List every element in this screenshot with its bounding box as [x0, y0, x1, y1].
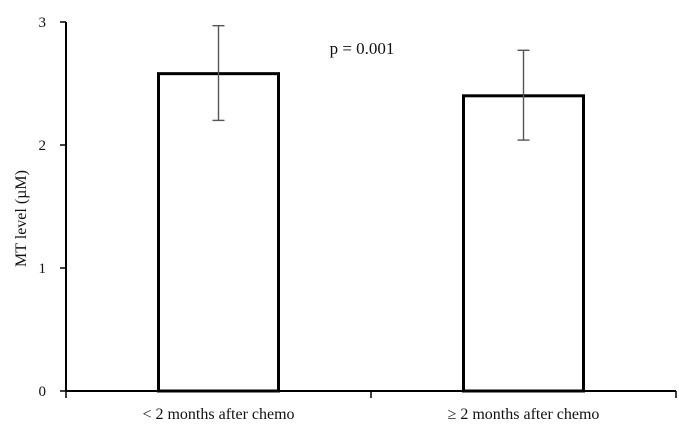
- y-tick-label: 1: [39, 261, 47, 277]
- y-tick-label: 2: [39, 138, 47, 154]
- x-category-labels: < 2 months after chemo ≥ 2 months after c…: [142, 406, 599, 423]
- y-tick-label: 0: [39, 384, 47, 400]
- p-value-annotation: p = 0.001: [330, 39, 395, 58]
- x-category-label: ≥ 2 months after chemo: [448, 406, 600, 423]
- y-axis-label: MT level (µM): [13, 170, 30, 267]
- y-ticks: 0 1 2 3: [39, 15, 66, 400]
- bars: [157, 72, 585, 393]
- error-bars: [212, 24, 530, 141]
- x-category-label: < 2 months after chemo: [142, 406, 294, 423]
- bar: [462, 94, 585, 393]
- y-tick-label: 3: [39, 15, 47, 31]
- bar: [157, 72, 280, 393]
